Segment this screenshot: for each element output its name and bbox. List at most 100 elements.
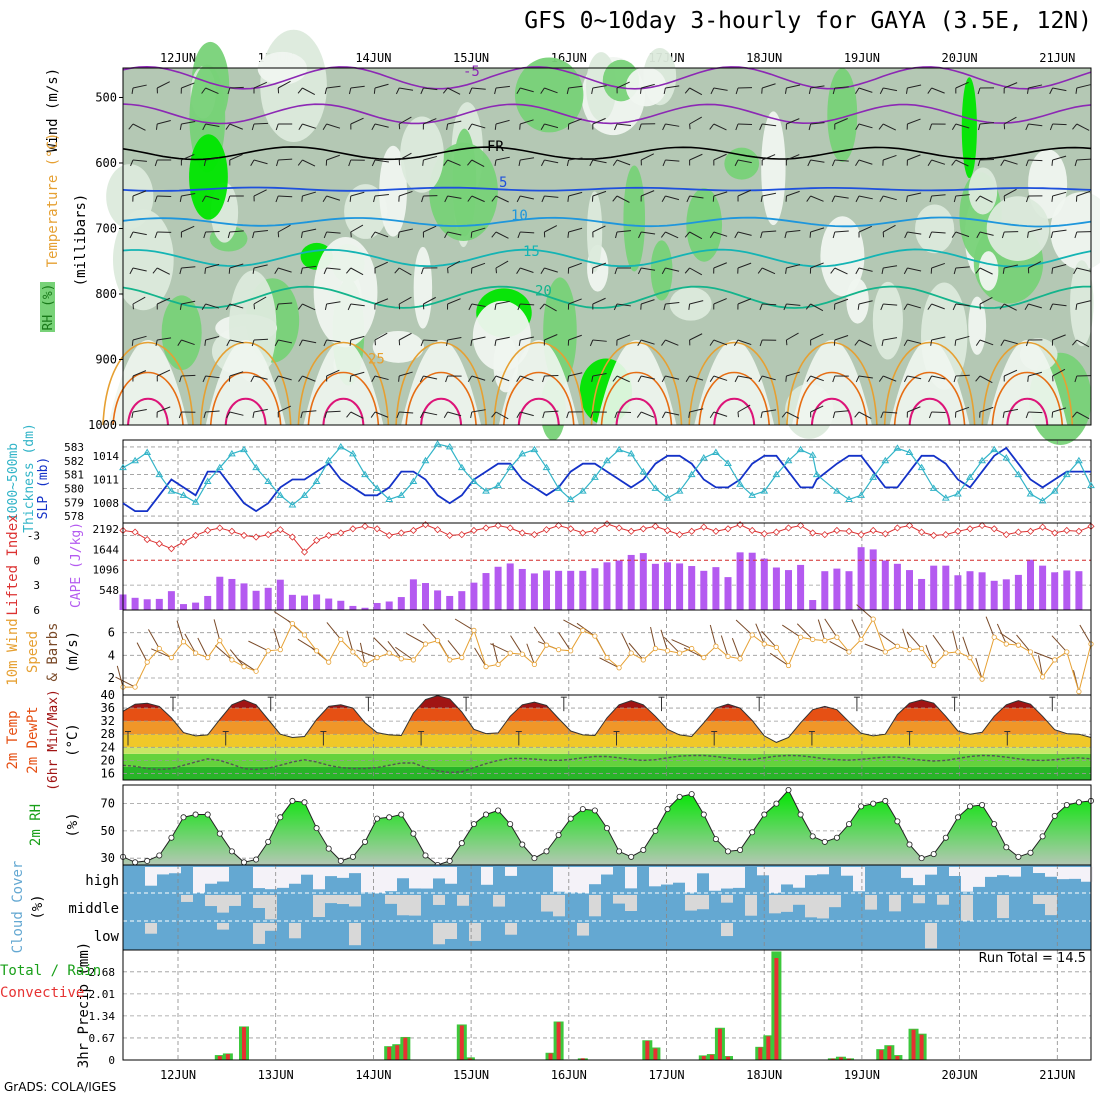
wind-barb-flag (542, 375, 545, 383)
cape-bar (446, 595, 454, 610)
wind-barb-flag (250, 159, 255, 167)
cloud-gap (697, 895, 709, 910)
wind-barb-flag (516, 195, 521, 203)
thickness-point (808, 451, 817, 458)
wind-barb-flag (371, 159, 376, 167)
wind10-unit-label: (m/s) (65, 631, 81, 673)
cloud-gap (553, 867, 565, 892)
wind10-point (725, 653, 731, 660)
wind-barb (277, 405, 292, 413)
wind-barb (1052, 229, 1067, 233)
wind10-axis-label: 10m Wind (5, 618, 21, 685)
rh2m-axis-label: 2m RH (28, 804, 44, 846)
wind10-point (822, 637, 828, 644)
wind-barb (181, 225, 195, 233)
cape-bar (361, 607, 369, 610)
wind-barb-flag (733, 339, 739, 346)
wind-barb-flag (832, 231, 836, 239)
wind10-point (616, 665, 622, 671)
wind-barb (374, 332, 388, 341)
wind-barb-flag (684, 87, 690, 94)
wind-barb-flag (324, 87, 328, 95)
wind10-point (713, 643, 719, 649)
lifted-index-point (313, 536, 321, 544)
lifted-index-point (772, 528, 780, 536)
wind-barb (423, 87, 438, 91)
wind-barb-flag (226, 411, 231, 419)
wind-barb (471, 409, 486, 413)
wind-barb (592, 339, 607, 342)
wind-barb (132, 296, 146, 305)
cape-bar (821, 571, 829, 610)
rh2m-point (519, 841, 526, 848)
wind-barb-flag (370, 231, 376, 238)
cloud-gap (289, 867, 301, 884)
wind-barb-flag (396, 411, 400, 419)
lifted-index-point (845, 527, 853, 535)
wind-barb-flag (517, 303, 521, 311)
cloud-gap (961, 895, 973, 921)
thickness-point (627, 449, 636, 457)
wind-barb (1076, 190, 1091, 197)
wind-barb-flag (1073, 267, 1078, 275)
wind-barb-flag (712, 195, 715, 202)
wind-barb-flag (470, 231, 473, 238)
rh2m-point (1027, 849, 1034, 856)
wind-barb (907, 192, 922, 197)
wind10-barb (454, 618, 475, 631)
wind-barb-flag (903, 339, 908, 347)
wind-barb-flag (373, 195, 376, 203)
wind10-point (338, 636, 344, 643)
thickness-point (954, 489, 962, 497)
precip-axis-label: 3hr Precip (mm) (76, 942, 92, 1068)
wind-barb-flag (1074, 231, 1078, 239)
wind-barb-flag (371, 123, 376, 131)
wind-barb-flag (637, 339, 642, 346)
wind-barb-flag (878, 375, 884, 382)
wind-barb-flag (977, 123, 981, 131)
precip-convective-bar (847, 1058, 851, 1060)
thickness-point (1075, 456, 1083, 464)
wind-barb (689, 195, 704, 199)
wind10-point (301, 632, 308, 638)
wind-barb-flag (398, 375, 400, 382)
wind10-barb (176, 620, 184, 642)
cape-bar (543, 570, 550, 610)
wind10-point (422, 641, 429, 647)
wind-barb (229, 411, 244, 416)
thickness-point (397, 491, 406, 498)
thickness-tick-label: 582 (64, 455, 84, 468)
lifted-index-point (458, 531, 466, 539)
cape-bar (785, 570, 792, 610)
precip-convective-bar (556, 1022, 561, 1060)
wind-barb-flag (928, 231, 933, 239)
cape-bar (700, 570, 708, 610)
wind-barb (810, 85, 825, 89)
cloud-gap (961, 867, 973, 892)
cape-bar (167, 591, 175, 610)
wind-barb (495, 336, 510, 341)
wind-barb (520, 267, 534, 274)
isotherm-line (102, 341, 194, 426)
wind-barb-flag (855, 159, 860, 166)
precip-convective-bar (459, 1025, 464, 1060)
wind-barb (399, 411, 414, 414)
wind-barb (399, 371, 413, 377)
precip-convective-bar (887, 1046, 892, 1060)
wind10-point (943, 650, 949, 656)
wind-barb-flag (855, 267, 860, 275)
lifted-index-point (1002, 531, 1010, 539)
wind-barb (544, 267, 558, 273)
wind-barb (640, 153, 655, 161)
wind10-barb (273, 628, 281, 650)
wind-barb-flag (203, 159, 207, 167)
cloud-gap (277, 867, 289, 888)
wind-barb-flag (881, 339, 884, 347)
wind-barb-flag (470, 411, 473, 419)
rh2m-point (700, 811, 707, 818)
wind-barb-flag (903, 303, 908, 311)
thickness-point (228, 449, 236, 457)
wind-barb-flag (685, 375, 691, 382)
wind10-point (1027, 649, 1034, 655)
wind-barb (1028, 411, 1043, 414)
